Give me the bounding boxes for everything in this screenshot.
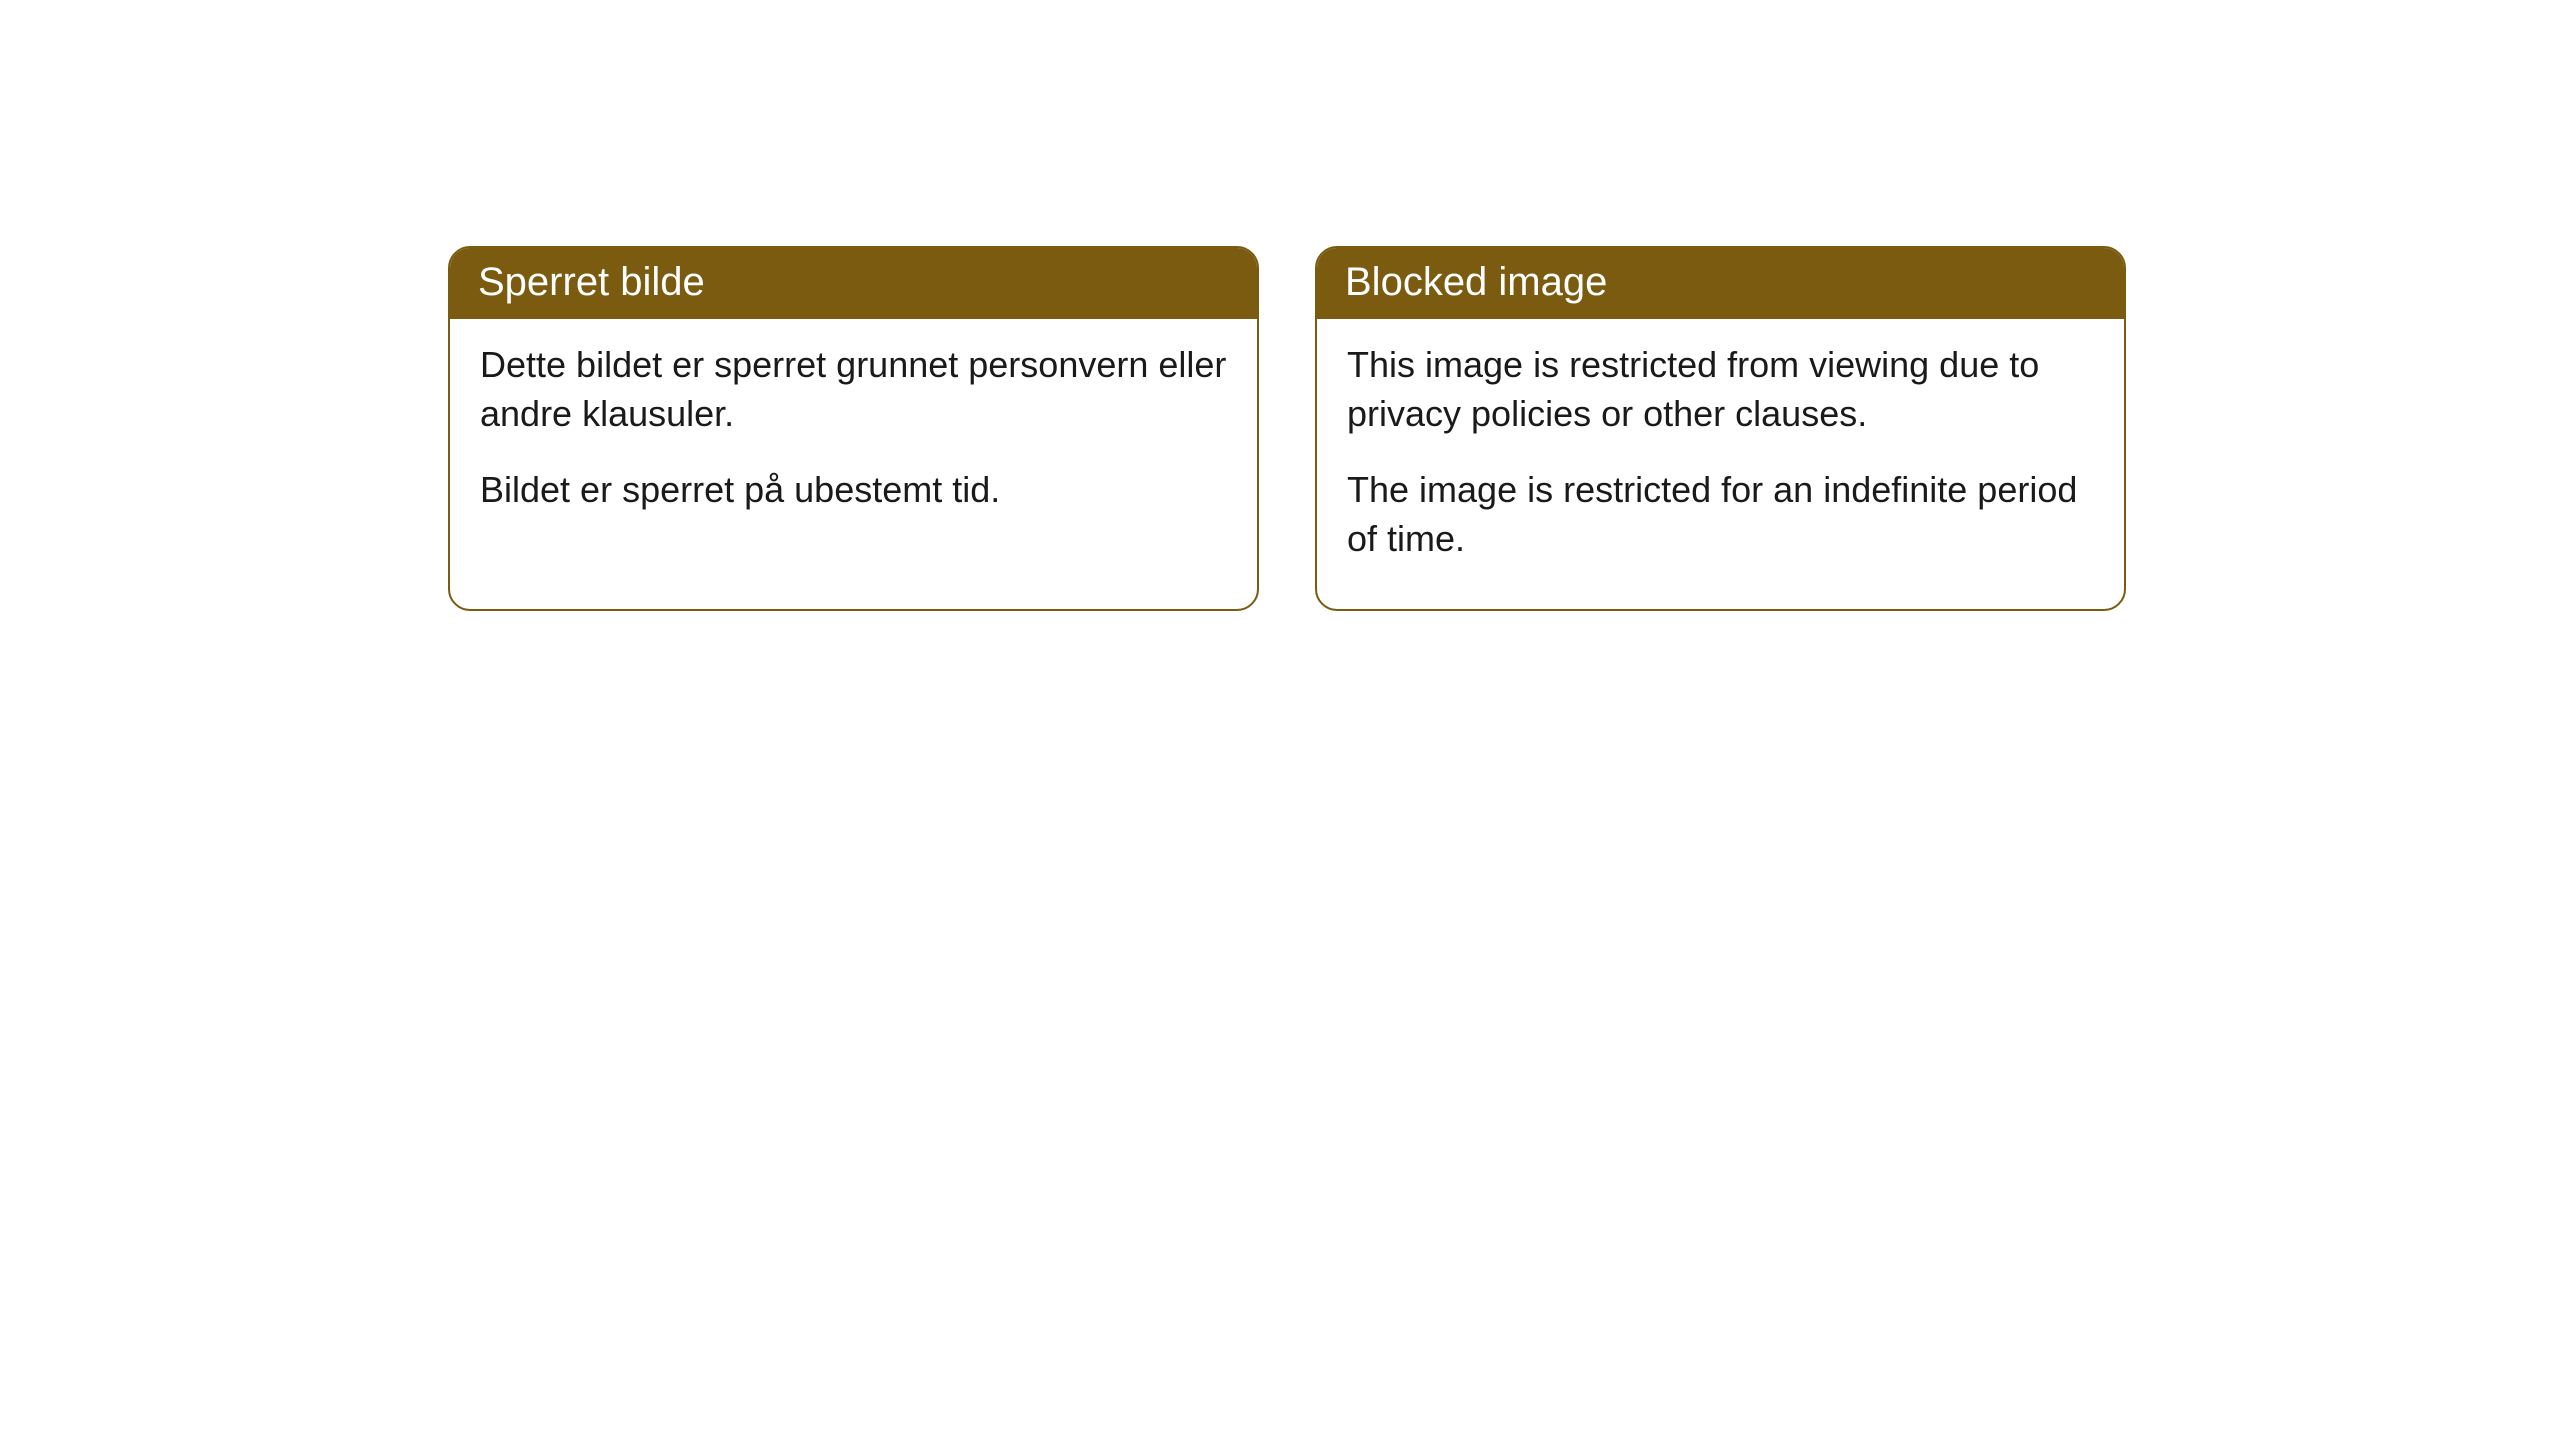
notice-card-english: Blocked image This image is restricted f…: [1315, 246, 2126, 611]
card-title: Sperret bilde: [478, 260, 705, 304]
card-paragraph: This image is restricted from viewing du…: [1347, 341, 2094, 438]
card-paragraph: Bildet er sperret på ubestemt tid.: [480, 466, 1227, 515]
notice-card-norwegian: Sperret bilde Dette bildet er sperret gr…: [448, 246, 1259, 611]
notice-container: Sperret bilde Dette bildet er sperret gr…: [0, 0, 2560, 611]
card-title: Blocked image: [1345, 260, 1607, 304]
card-header: Blocked image: [1317, 248, 2124, 319]
card-header: Sperret bilde: [450, 248, 1257, 319]
card-body: Dette bildet er sperret grunnet personve…: [450, 319, 1257, 561]
card-paragraph: Dette bildet er sperret grunnet personve…: [480, 341, 1227, 438]
card-body: This image is restricted from viewing du…: [1317, 319, 2124, 609]
card-paragraph: The image is restricted for an indefinit…: [1347, 466, 2094, 563]
